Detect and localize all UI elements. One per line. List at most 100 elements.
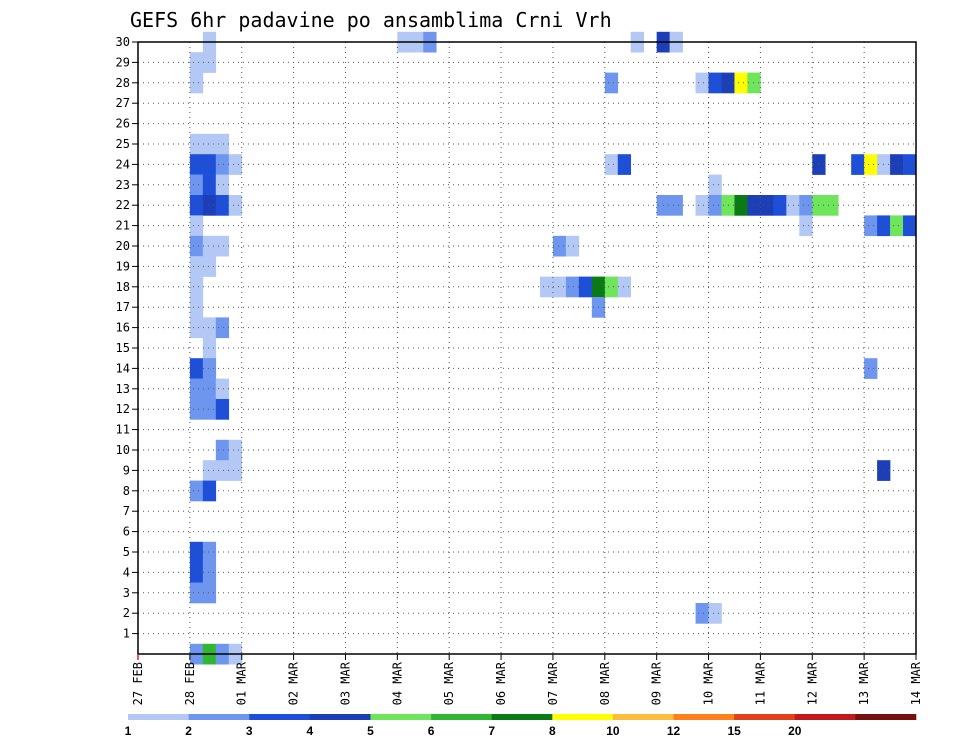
colorbar-label: 5 — [367, 724, 374, 738]
y-tick-label: 21 — [116, 219, 130, 233]
y-tick-label: 14 — [116, 361, 130, 375]
x-tick-label: 11 MAR — [753, 661, 767, 705]
precip-cell — [565, 276, 580, 298]
colorbar-swatch — [612, 714, 674, 720]
precip-cell — [215, 399, 230, 420]
precip-cell — [864, 154, 878, 175]
precip-cell — [552, 276, 567, 298]
precip-cell — [747, 195, 761, 216]
precip-cell — [202, 541, 217, 563]
precip-cell — [215, 174, 230, 196]
y-tick-label: 19 — [116, 259, 130, 273]
precip-cell — [189, 256, 204, 277]
precip-cell — [189, 582, 204, 604]
y-tick-label: 24 — [116, 157, 130, 171]
y-tick-label: 4 — [123, 565, 130, 579]
precip-cell — [604, 72, 619, 94]
y-tick-label: 12 — [116, 402, 130, 416]
colorbar-swatch — [491, 714, 553, 720]
precip-cell — [864, 358, 878, 379]
y-tick-label: 9 — [123, 463, 130, 477]
y-tick-label: 10 — [116, 443, 130, 457]
colorbar-label: 4 — [307, 724, 314, 738]
precip-cell — [189, 562, 204, 583]
y-tick-label: 26 — [116, 117, 130, 131]
precip-cell — [215, 133, 230, 155]
precip-cell — [202, 195, 217, 216]
x-tick-label: 27 FEB — [131, 662, 145, 705]
precip-cell — [215, 439, 230, 461]
precip-cell — [189, 541, 204, 563]
precip-cell — [202, 480, 217, 502]
colorbar-label: 7 — [488, 724, 495, 738]
precip-cell — [617, 154, 632, 175]
y-tick-label: 3 — [123, 586, 130, 600]
precip-cell — [202, 133, 217, 155]
precip-cell — [708, 603, 722, 624]
x-tick-label: 01 MAR — [235, 661, 249, 705]
precip-cell — [539, 276, 554, 298]
precip-cell — [202, 52, 217, 73]
precip-cell — [189, 215, 204, 237]
precip-cell — [202, 256, 217, 277]
x-tick-label: 28 FEB — [183, 662, 197, 705]
precip-cell — [215, 195, 230, 216]
colorbar-label: 8 — [549, 724, 556, 738]
precip-cell — [903, 154, 917, 175]
precip-cell — [189, 297, 204, 318]
precip-cell — [202, 174, 217, 196]
precip-cell — [773, 195, 787, 216]
y-tick-label: 13 — [116, 382, 130, 396]
precip-cell — [747, 72, 761, 94]
y-tick-label: 20 — [116, 239, 130, 253]
precip-cell — [695, 195, 709, 216]
y-tick-label: 5 — [123, 545, 130, 559]
y-tick-label: 17 — [116, 300, 130, 314]
colorbar-swatch — [370, 714, 432, 720]
y-tick-label: 22 — [116, 198, 130, 212]
precip-cell — [189, 52, 204, 73]
precip-cell — [890, 215, 904, 237]
precip-cell — [734, 195, 748, 216]
y-tick-label: 25 — [116, 137, 130, 151]
precip-cell — [202, 317, 217, 339]
precip-cell — [669, 195, 683, 216]
precip-cell — [708, 195, 722, 216]
colorbar-label: 3 — [246, 724, 253, 738]
precip-cell — [864, 215, 878, 237]
colorbar-swatch — [673, 714, 735, 720]
colorbar-swatch — [855, 714, 917, 720]
colorbar-swatch — [794, 714, 856, 720]
precip-cell — [215, 378, 230, 400]
x-tick-label: 12 MAR — [805, 661, 819, 705]
grid-layer — [138, 42, 916, 654]
precip-cell — [708, 72, 722, 94]
colorbar-swatch — [249, 714, 311, 720]
precip-cell — [202, 358, 217, 379]
precip-cell — [189, 378, 204, 400]
colorbar-label: 10 — [606, 724, 620, 738]
precip-cell — [215, 317, 230, 339]
precip-cell — [202, 235, 217, 257]
precip-cell — [189, 358, 204, 379]
y-tick-label: 27 — [116, 96, 130, 110]
x-tick-label: 06 MAR — [494, 661, 508, 705]
y-tick-label: 29 — [116, 55, 130, 69]
x-tick-label: 09 MAR — [650, 661, 664, 705]
chart-title: GEFS 6hr padavine po ansamblima Crni Vrh — [130, 8, 612, 32]
precip-cell — [604, 154, 619, 175]
precip-cell — [202, 582, 217, 604]
y-tick-label: 11 — [116, 423, 130, 437]
precip-cell — [604, 276, 619, 298]
precip-cell — [189, 72, 204, 94]
precip-cell — [825, 195, 839, 216]
colorbar-label: 12 — [667, 724, 681, 738]
y-tick-label: 18 — [116, 280, 130, 294]
precip-cell — [578, 276, 593, 298]
precip-cell — [228, 439, 243, 461]
precip-cell — [851, 154, 865, 175]
precip-cell — [228, 460, 243, 481]
precip-cell — [799, 215, 813, 237]
x-tick-label: 14 MAR — [909, 661, 923, 705]
